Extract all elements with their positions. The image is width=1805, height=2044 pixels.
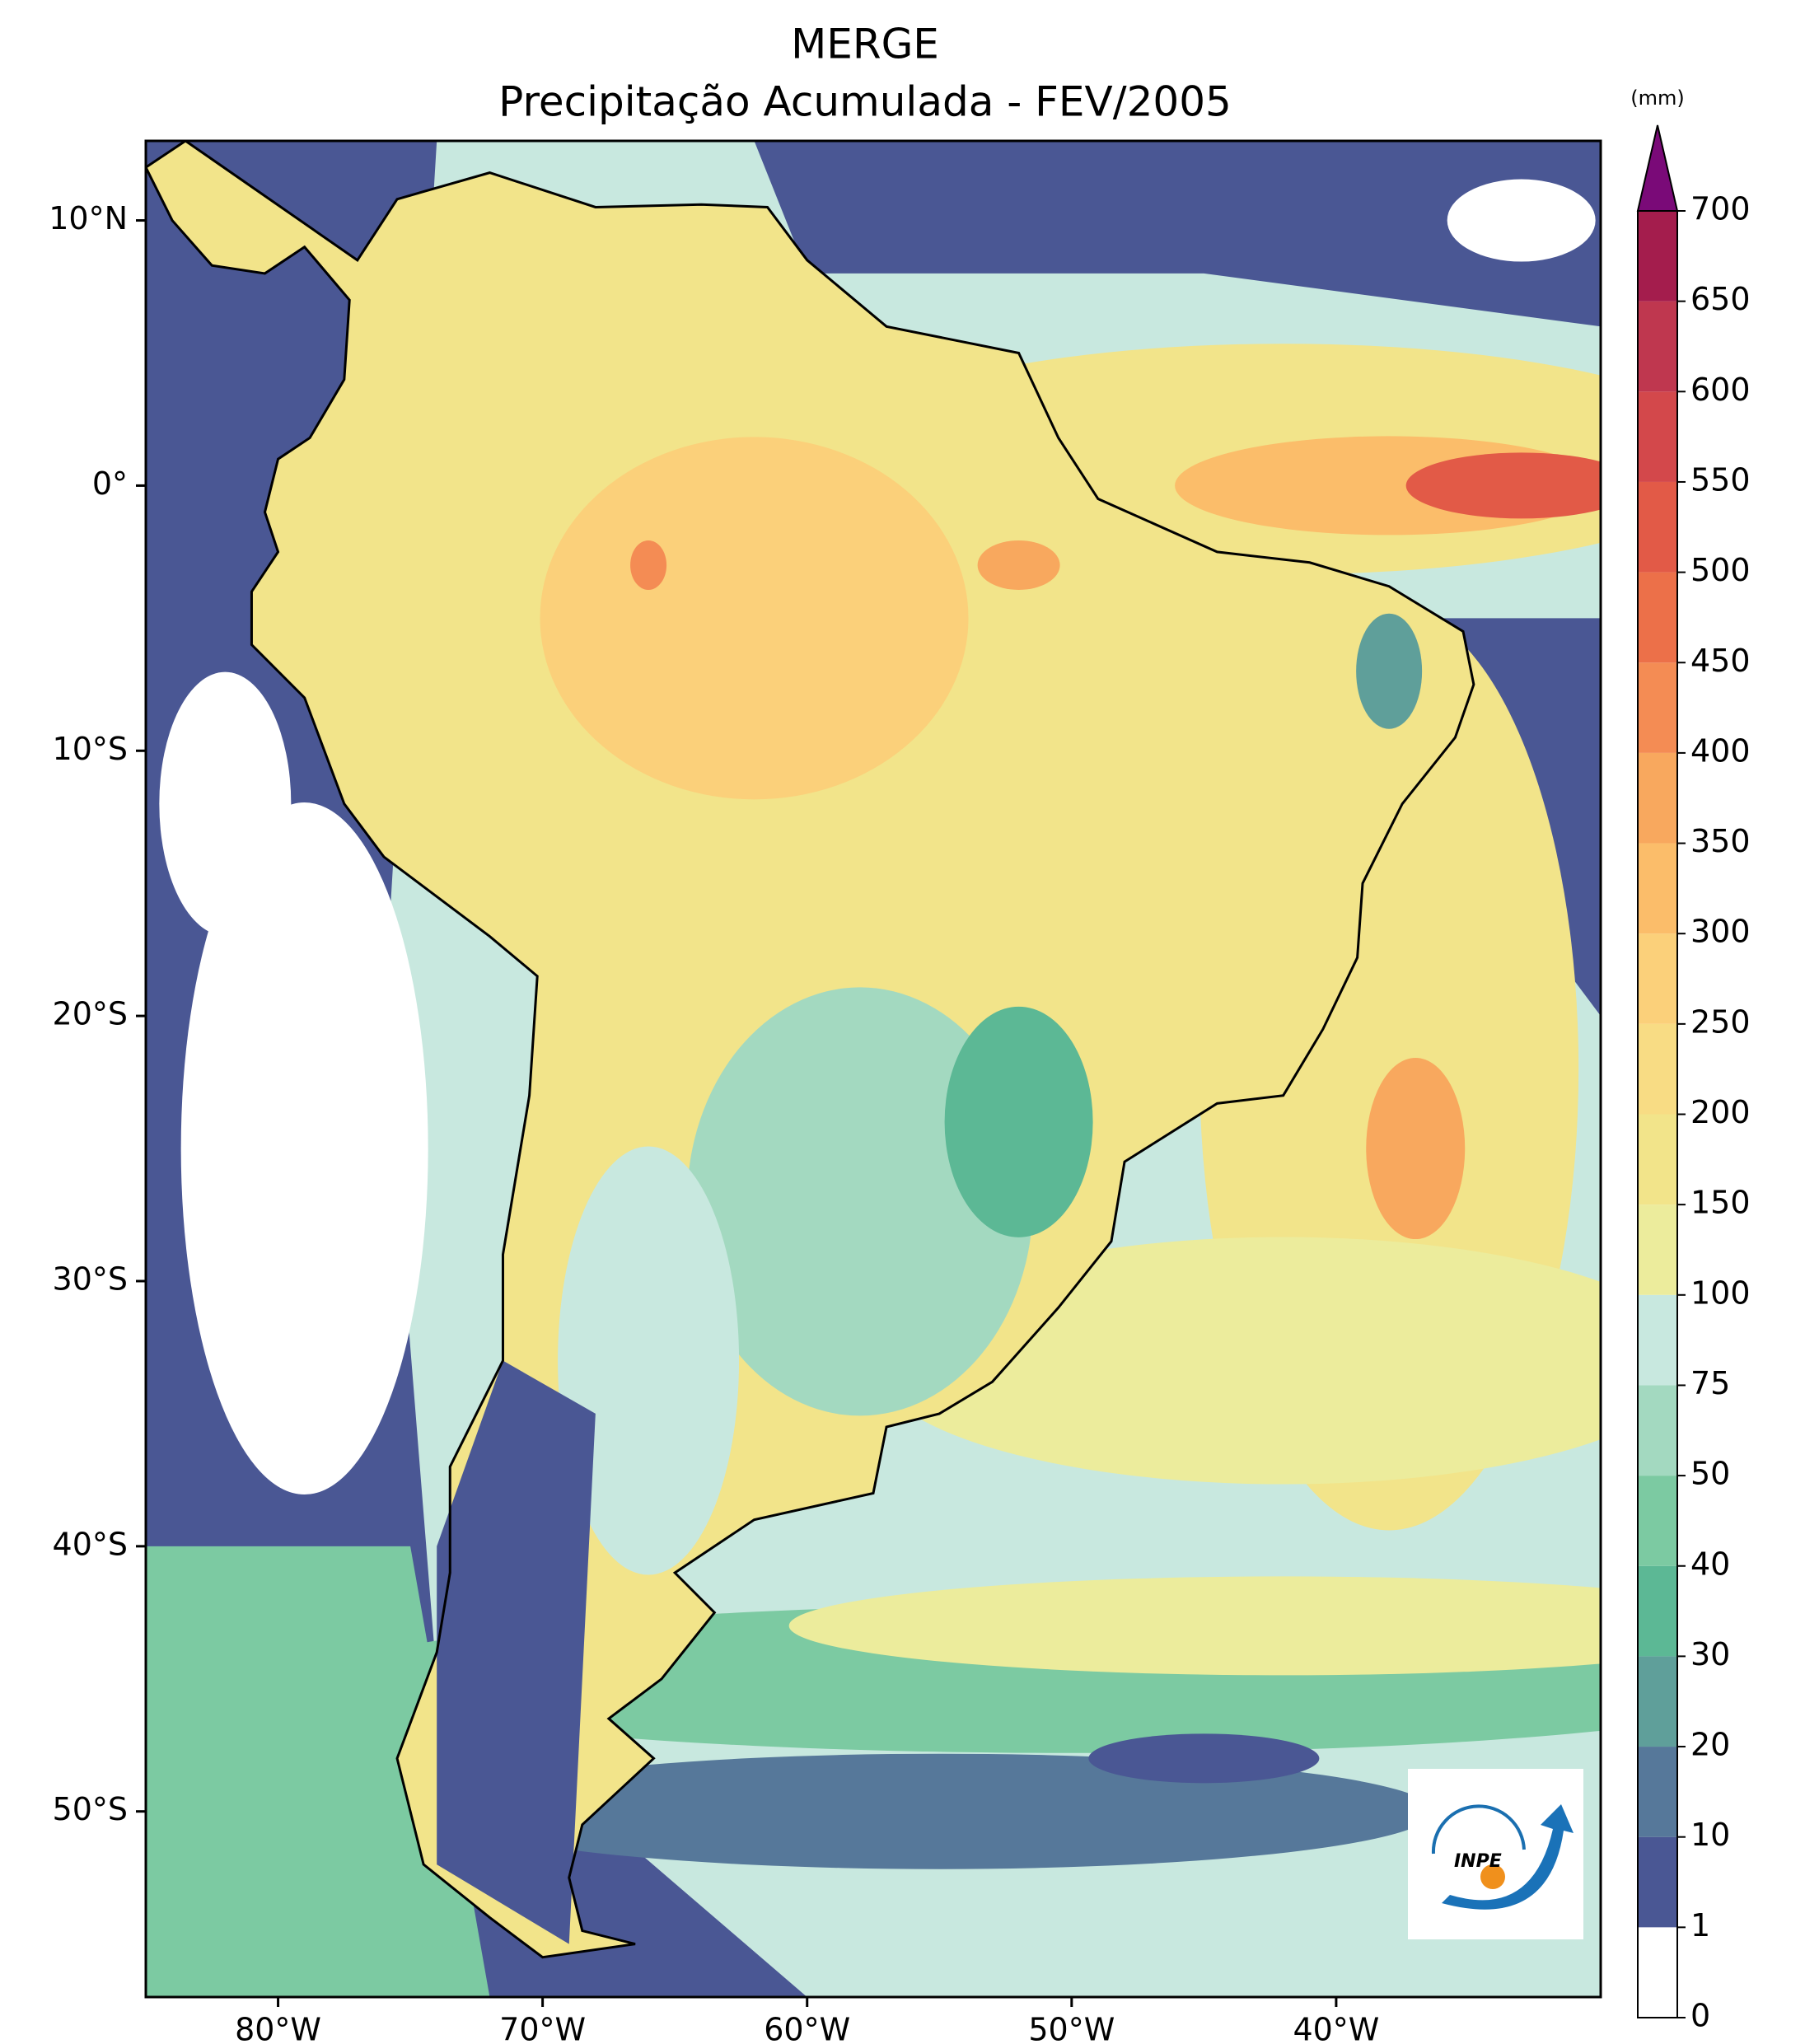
dry-patch — [180, 802, 428, 1495]
y-tick-label: 10°S — [53, 731, 128, 767]
colorbar-segment — [1638, 572, 1677, 663]
colorbar-label: 300 — [1690, 914, 1751, 950]
andes-dry — [437, 1360, 596, 1944]
coastline — [146, 141, 1475, 1959]
y-tick-label: 30°S — [53, 1261, 128, 1297]
y-tick-label: 50°S — [53, 1791, 128, 1827]
y-tick-label: 10°N — [49, 200, 128, 236]
precipitation-field — [146, 141, 1601, 1997]
colorbar-segment — [1638, 1565, 1677, 1657]
inpe-logo: INPE — [1408, 1769, 1583, 1939]
colorbar-segment — [1638, 662, 1677, 753]
ocean-band — [754, 141, 1601, 327]
x-tick-label: 40°W — [1293, 2012, 1379, 2044]
colorbar-label: 0 — [1690, 1998, 1710, 2034]
y-tick-label: 40°S — [53, 1526, 128, 1562]
dry-patch — [1447, 179, 1596, 262]
colorbar-label: 10 — [1690, 1817, 1730, 1853]
colorbar-segment — [1638, 1476, 1677, 1566]
wet-area — [630, 540, 667, 590]
colorbar-segment — [1638, 301, 1677, 392]
x-tick-label: 70°W — [499, 2012, 586, 2044]
colorbar-label: 150 — [1690, 1185, 1751, 1221]
colorbar-segment — [1638, 1747, 1677, 1837]
colorbar-segment — [1638, 1836, 1677, 1928]
colorbar-segment — [1638, 1656, 1677, 1747]
colorbar-segment — [1638, 1294, 1677, 1386]
colorbar-label: 75 — [1690, 1365, 1730, 1401]
colorbar-label: 650 — [1690, 281, 1751, 317]
plot-frame — [144, 139, 1602, 1999]
colorbar-label: 700 — [1690, 191, 1751, 227]
logo-orbit — [1431, 1804, 1526, 1855]
logo-text: INPE — [1454, 1851, 1502, 1872]
y-tick-label: 0° — [92, 465, 128, 502]
colorbar-label: 450 — [1690, 643, 1751, 679]
colorbar-segment — [1638, 391, 1677, 482]
colorbar-label: 400 — [1690, 732, 1751, 769]
wet-area — [540, 437, 969, 800]
colorbar-segment — [1638, 1385, 1677, 1476]
logo-arrow — [1442, 1804, 1574, 1910]
wet-band — [1405, 452, 1601, 519]
colorbar-segment — [1638, 1927, 1677, 2018]
dry-area — [944, 1006, 1093, 1237]
logo-sun — [1480, 1864, 1505, 1889]
colorbar-label: 40 — [1690, 1546, 1730, 1582]
colorbar-label: 100 — [1690, 1275, 1751, 1311]
colorbar-label: 50 — [1690, 1456, 1730, 1492]
dry-area — [1356, 613, 1423, 729]
colorbar-label: 20 — [1690, 1727, 1730, 1763]
colorbar-label: 30 — [1690, 1636, 1730, 1672]
colorbar-segment — [1638, 1023, 1677, 1115]
wet-band — [1366, 1058, 1466, 1240]
colorbar-segment — [1638, 481, 1677, 573]
colorbar-segment — [1638, 211, 1677, 302]
wet-band — [788, 1576, 1601, 1676]
dry-area — [558, 1146, 740, 1575]
dry-area — [686, 987, 1033, 1416]
x-tick-label: 80°W — [235, 2012, 321, 2044]
colorbar-label: 550 — [1690, 461, 1751, 498]
title: MERGE — [791, 21, 939, 68]
wet-area — [977, 540, 1060, 590]
colorbar-label: 250 — [1690, 1003, 1751, 1040]
colorbar-segment — [1638, 843, 1677, 934]
colorbar-segment — [1638, 1114, 1677, 1205]
y-tick-label: 20°S — [53, 996, 128, 1032]
subtitle: Precipitação Acumulada - FEV/2005 — [498, 78, 1232, 126]
dry-patch — [159, 671, 292, 936]
colorbar-label: 1 — [1690, 1907, 1710, 1943]
colorbar-label: 500 — [1690, 552, 1751, 588]
colorbar-segment — [1638, 933, 1677, 1024]
colorbar-label: 200 — [1690, 1094, 1751, 1130]
colorbar-label: 350 — [1690, 823, 1751, 859]
ocean-band — [1088, 1733, 1320, 1784]
colorbar-segment — [1638, 1204, 1677, 1295]
colorbar-unit: (mm) — [1630, 87, 1684, 110]
colorbar-segment — [1638, 752, 1677, 844]
x-tick-label: 60°W — [764, 2012, 850, 2044]
colorbar-label: 600 — [1690, 372, 1751, 408]
x-tick-label: 50°W — [1028, 2012, 1115, 2044]
colorbar-extension — [1636, 124, 1679, 212]
